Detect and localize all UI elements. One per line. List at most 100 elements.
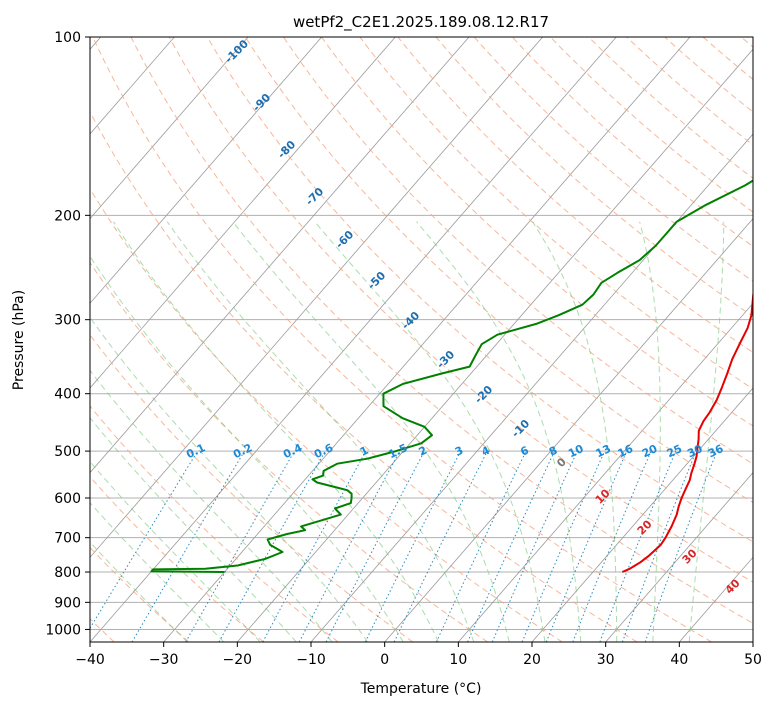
mixing-ratio-label: 25 [665, 442, 684, 460]
mixing-ratio-label: 1.5 [386, 441, 409, 461]
x-tick-label: 0 [380, 652, 389, 668]
dry-adiabat [90, 546, 190, 642]
dry-adiabat [397, 37, 753, 354]
mixing-ratio-line [599, 450, 677, 642]
mixing-ratio-label: 30 [685, 442, 705, 460]
mixing-ratio-line [521, 450, 606, 642]
temperature-profile [621, 290, 753, 573]
isotherm [90, 37, 249, 220]
dry-adiabat-label: -100 [222, 37, 251, 66]
plot-frame [89, 36, 754, 643]
chart-title: wetPf2_C2E1.2025.189.08.12.R17 [293, 13, 549, 32]
y-tick-label: 400 [54, 387, 81, 403]
x-tick-label: −30 [149, 652, 179, 668]
isotherm [531, 387, 753, 642]
y-tick-label: 300 [54, 313, 81, 329]
dry-adiabat [473, 37, 753, 282]
moist-adiabat [90, 541, 188, 642]
dry-adiabat [92, 37, 712, 642]
mixing-ratio-label: 0.2 [231, 441, 254, 461]
mixing-ratio-line [435, 450, 527, 642]
moist-adiabat [532, 221, 618, 642]
mixing-ratio-label: 20 [640, 442, 660, 460]
x-tick-label: −20 [223, 652, 253, 668]
dry-adiabat [244, 37, 753, 504]
dry-adiabat-label: -30 [434, 348, 457, 371]
isotherm [90, 37, 322, 304]
isotherm [90, 37, 617, 642]
isotherm [237, 48, 753, 642]
y-tick-label: 900 [54, 595, 81, 611]
dry-adiabat [90, 110, 638, 642]
dry-adiabat [130, 37, 753, 624]
isotherm [605, 472, 753, 642]
x-tick-label: −10 [296, 652, 326, 668]
mixing-ratio-label: 13 [594, 442, 613, 460]
mixing-ratio-line [393, 450, 488, 642]
y-axis-label: Pressure (hPa) [11, 290, 27, 390]
dry-adiabat-label: 40 [723, 576, 743, 596]
isotherm [163, 37, 691, 642]
moist-adiabat [166, 221, 475, 642]
mixing-ratio-line [621, 450, 697, 642]
dewpoint-profile [150, 179, 753, 573]
dry-adiabat [206, 37, 753, 543]
mixing-ratio-line [90, 450, 199, 630]
dry-adiabat-label: -80 [275, 138, 298, 161]
moist-adiabat [90, 501, 225, 642]
mixing-ratio-label: 16 [616, 442, 636, 460]
x-tick-label: 40 [670, 652, 688, 668]
isotherm [458, 302, 753, 642]
dry-adiabat [359, 37, 753, 390]
mixing-ratio-label: 36 [706, 442, 726, 460]
dry-adiabat [588, 37, 753, 179]
x-tick-label: 10 [449, 652, 467, 668]
mixing-ratio-line [545, 450, 628, 642]
dry-adiabat [435, 37, 753, 318]
moist-adiabat [90, 369, 333, 642]
y-tick-label: 500 [54, 444, 81, 460]
dry-adiabat-label: -90 [250, 91, 273, 114]
moist-adiabat [90, 417, 297, 642]
mixing-ratio-label: 0.1 [184, 441, 207, 461]
mixing-ratio-line [218, 450, 326, 642]
dry-adiabat [168, 37, 753, 583]
mixing-ratio-line [491, 450, 578, 642]
dry-adiabat [90, 334, 414, 642]
dry-adiabat [90, 261, 488, 642]
y-tick-label: 100 [54, 30, 81, 46]
moist-adiabat [113, 221, 439, 642]
mixing-ratio-line [364, 450, 462, 642]
moist-adiabat [232, 221, 510, 642]
x-tick-label: 50 [744, 652, 762, 668]
moist-adiabat [90, 460, 261, 642]
moist-adiabat [90, 255, 404, 642]
dry-adiabat-label: -50 [365, 269, 388, 292]
dry-adiabat [702, 37, 753, 80]
dry-adiabat-label: -40 [399, 309, 422, 332]
moist-adiabat [314, 221, 546, 642]
x-tick-label: 30 [597, 652, 615, 668]
dry-adiabat-label: -10 [509, 417, 532, 440]
dry-adiabat-label: -20 [472, 383, 495, 406]
x-tick-label: 20 [523, 652, 541, 668]
y-tick-label: 1000 [45, 622, 81, 638]
mixing-ratio-label: 0.4 [281, 441, 304, 461]
mixing-ratio-label: 10 [566, 442, 586, 460]
y-tick-label: 600 [54, 491, 81, 507]
y-tick-label: 200 [54, 208, 81, 224]
x-axis-label: Temperature (°C) [360, 681, 482, 697]
moist-adiabat [90, 316, 369, 642]
moist-adiabat [688, 221, 725, 642]
x-tick-label: −40 [75, 652, 105, 668]
dry-adiabat [90, 476, 264, 642]
moist-adiabat [639, 221, 661, 642]
isotherm [90, 37, 543, 558]
mixing-ratio-line [262, 450, 367, 642]
isotherm [90, 37, 396, 389]
moist-adiabat [416, 221, 582, 642]
mixing-ratio-label: 0.6 [312, 441, 335, 461]
isotherm [90, 37, 470, 474]
isotherm [310, 133, 753, 642]
dry-adiabat [90, 405, 339, 642]
